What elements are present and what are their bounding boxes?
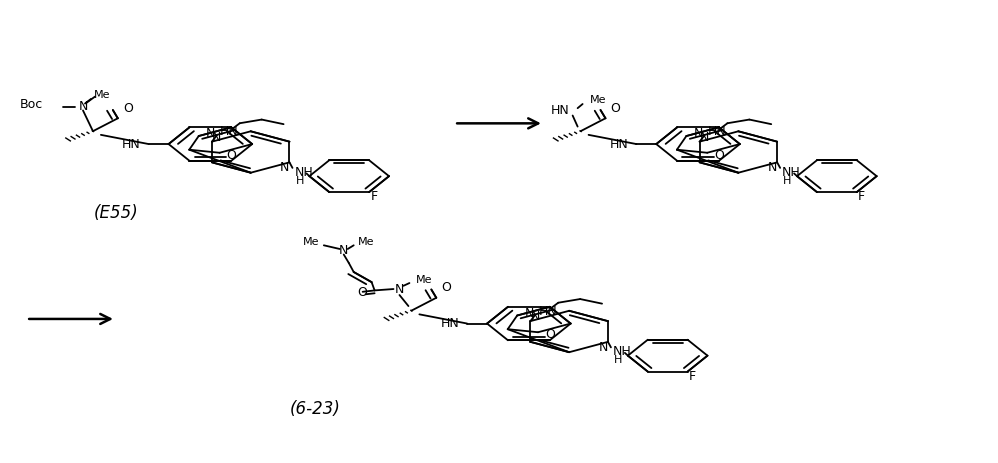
Text: Me: Me xyxy=(303,237,320,247)
Text: O: O xyxy=(123,102,133,115)
Text: O: O xyxy=(227,149,237,162)
Text: O: O xyxy=(441,281,451,294)
Text: N: N xyxy=(213,131,222,144)
Text: HN: HN xyxy=(122,138,141,150)
Text: N: N xyxy=(700,131,710,144)
Text: Me: Me xyxy=(415,275,432,285)
Text: Me: Me xyxy=(357,237,374,247)
Text: NH: NH xyxy=(782,166,800,179)
Text: Me: Me xyxy=(94,90,111,100)
Text: N: N xyxy=(598,341,608,354)
Text: O: O xyxy=(715,149,725,162)
Text: HN: HN xyxy=(220,125,239,138)
Text: Me: Me xyxy=(590,95,606,105)
Text: F: F xyxy=(858,190,865,203)
Text: F: F xyxy=(370,190,377,203)
Text: HN: HN xyxy=(610,138,629,150)
Text: HN: HN xyxy=(551,105,570,118)
Text: O: O xyxy=(545,328,555,341)
Text: NH: NH xyxy=(613,345,632,358)
Text: HN: HN xyxy=(708,125,727,138)
Text: H: H xyxy=(783,176,791,186)
Text: N: N xyxy=(206,127,216,140)
Text: Boc: Boc xyxy=(20,99,43,112)
Text: N: N xyxy=(694,127,703,140)
Text: HN: HN xyxy=(538,305,557,318)
Text: (6-23): (6-23) xyxy=(289,400,340,418)
Text: H: H xyxy=(295,176,303,186)
Text: O: O xyxy=(611,102,621,115)
Text: N: N xyxy=(279,162,289,175)
Text: N: N xyxy=(78,100,88,113)
Text: N: N xyxy=(767,162,776,175)
Text: N: N xyxy=(395,282,404,295)
Text: (E55): (E55) xyxy=(94,204,138,222)
Text: N: N xyxy=(531,310,540,323)
Text: NH: NH xyxy=(294,166,313,179)
Text: N: N xyxy=(339,244,348,257)
Text: H: H xyxy=(614,355,623,365)
Text: O: O xyxy=(357,286,367,299)
Text: HN: HN xyxy=(440,317,459,330)
Text: F: F xyxy=(689,369,697,383)
Text: N: N xyxy=(524,307,534,320)
